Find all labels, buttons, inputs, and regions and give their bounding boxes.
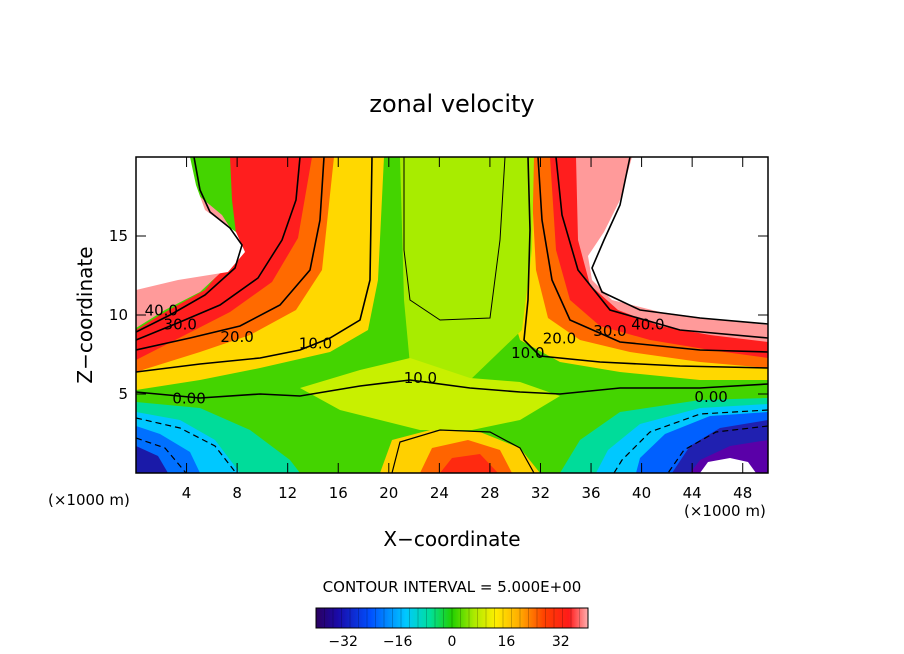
contour-neg-right2-line bbox=[667, 425, 768, 473]
region-left-blank bbox=[136, 157, 245, 290]
y-tick-label: 10 bbox=[109, 306, 128, 324]
y-axis-label: Z−coordinate bbox=[73, 246, 97, 383]
x-tick-label: 40 bbox=[632, 484, 651, 502]
contour-label: 10.0 bbox=[511, 344, 544, 362]
contour-40-right-line bbox=[591, 157, 768, 325]
y-tick-label: 5 bbox=[118, 385, 128, 403]
x-unit-right: (×1000 m) bbox=[684, 502, 766, 520]
contour-label: 20.0 bbox=[543, 330, 576, 348]
colorbar-stripes bbox=[324, 608, 580, 628]
contour-label: 0.00 bbox=[694, 388, 727, 406]
x-tick-label: 16 bbox=[329, 484, 348, 502]
colorbar-tick-label: 0 bbox=[448, 634, 457, 650]
contour-label: 40.0 bbox=[631, 315, 664, 333]
contour-label: 10.0 bbox=[404, 369, 437, 387]
colorbar bbox=[315, 607, 589, 629]
x-unit-left: (×1000 m) bbox=[48, 491, 130, 509]
contour-10-left-line bbox=[136, 157, 373, 373]
region-left-m35 bbox=[136, 446, 168, 473]
contour-interval: CONTOUR INTERVAL = 5.000E+00 bbox=[323, 578, 582, 596]
x-tick-label: 4 bbox=[182, 484, 192, 502]
contour-neg-left2-line bbox=[136, 437, 187, 473]
colorbar-tick-label: −16 bbox=[383, 634, 413, 650]
chart-title: zonal velocity bbox=[369, 90, 534, 118]
region-center-10 bbox=[400, 157, 534, 382]
contour-30-left-line bbox=[136, 157, 301, 341]
region-surface-40 bbox=[440, 454, 498, 473]
contour-10-right-line bbox=[523, 157, 768, 369]
contour-0-line bbox=[136, 379, 768, 399]
region-cross-10 bbox=[300, 358, 560, 430]
x-tick-label: 48 bbox=[733, 484, 752, 502]
contour-label: 40.0 bbox=[145, 301, 178, 319]
contour-20-right-line bbox=[537, 157, 768, 353]
contour-30-right-line bbox=[555, 157, 768, 339]
contour-neg-right-line bbox=[613, 409, 768, 473]
contour-20-left-line bbox=[136, 157, 325, 351]
colorbar-tick-label: −32 bbox=[328, 634, 358, 650]
contour-label: 20.0 bbox=[220, 328, 253, 346]
contour-center-line bbox=[403, 157, 506, 321]
colorbar-ticks: −32 −16 0 16 32 bbox=[328, 634, 569, 650]
y-axis: 5 10 15 bbox=[109, 227, 768, 403]
region-right-blank bbox=[588, 157, 768, 325]
colorbar-tick-label: 32 bbox=[552, 634, 570, 650]
y-tick-label: 15 bbox=[109, 227, 128, 245]
x-tick-label: 20 bbox=[379, 484, 398, 502]
contour-field bbox=[136, 157, 768, 473]
region-right-blank-bottom bbox=[700, 458, 756, 473]
x-tick-label: 28 bbox=[480, 484, 499, 502]
x-tick-label: 44 bbox=[683, 484, 702, 502]
x-axis-label: X−coordinate bbox=[383, 527, 520, 551]
x-tick-label: 8 bbox=[232, 484, 242, 502]
contour-label: 30.0 bbox=[164, 315, 197, 333]
contour-label: 0.00 bbox=[172, 390, 205, 408]
x-tick-label: 32 bbox=[531, 484, 550, 502]
contour-surface-line bbox=[391, 429, 535, 473]
x-tick-label: 24 bbox=[430, 484, 449, 502]
contour-label: 10.0 bbox=[299, 334, 332, 352]
contour-neg-left-line bbox=[136, 417, 237, 473]
colorbar-tick-label: 16 bbox=[497, 634, 515, 650]
contour-labels: 40.030.020.0 10.010.010.020.0 30.0 40.00.00… bbox=[145, 301, 728, 408]
contour-lines bbox=[136, 157, 768, 473]
x-axis: 4 8 12 16 20 24 28 32 36 40 44 48 bbox=[182, 157, 752, 502]
x-tick-label: 36 bbox=[581, 484, 600, 502]
contour-40-left-line bbox=[136, 157, 243, 333]
contour-label: 30.0 bbox=[593, 322, 626, 340]
x-tick-label: 12 bbox=[278, 484, 297, 502]
